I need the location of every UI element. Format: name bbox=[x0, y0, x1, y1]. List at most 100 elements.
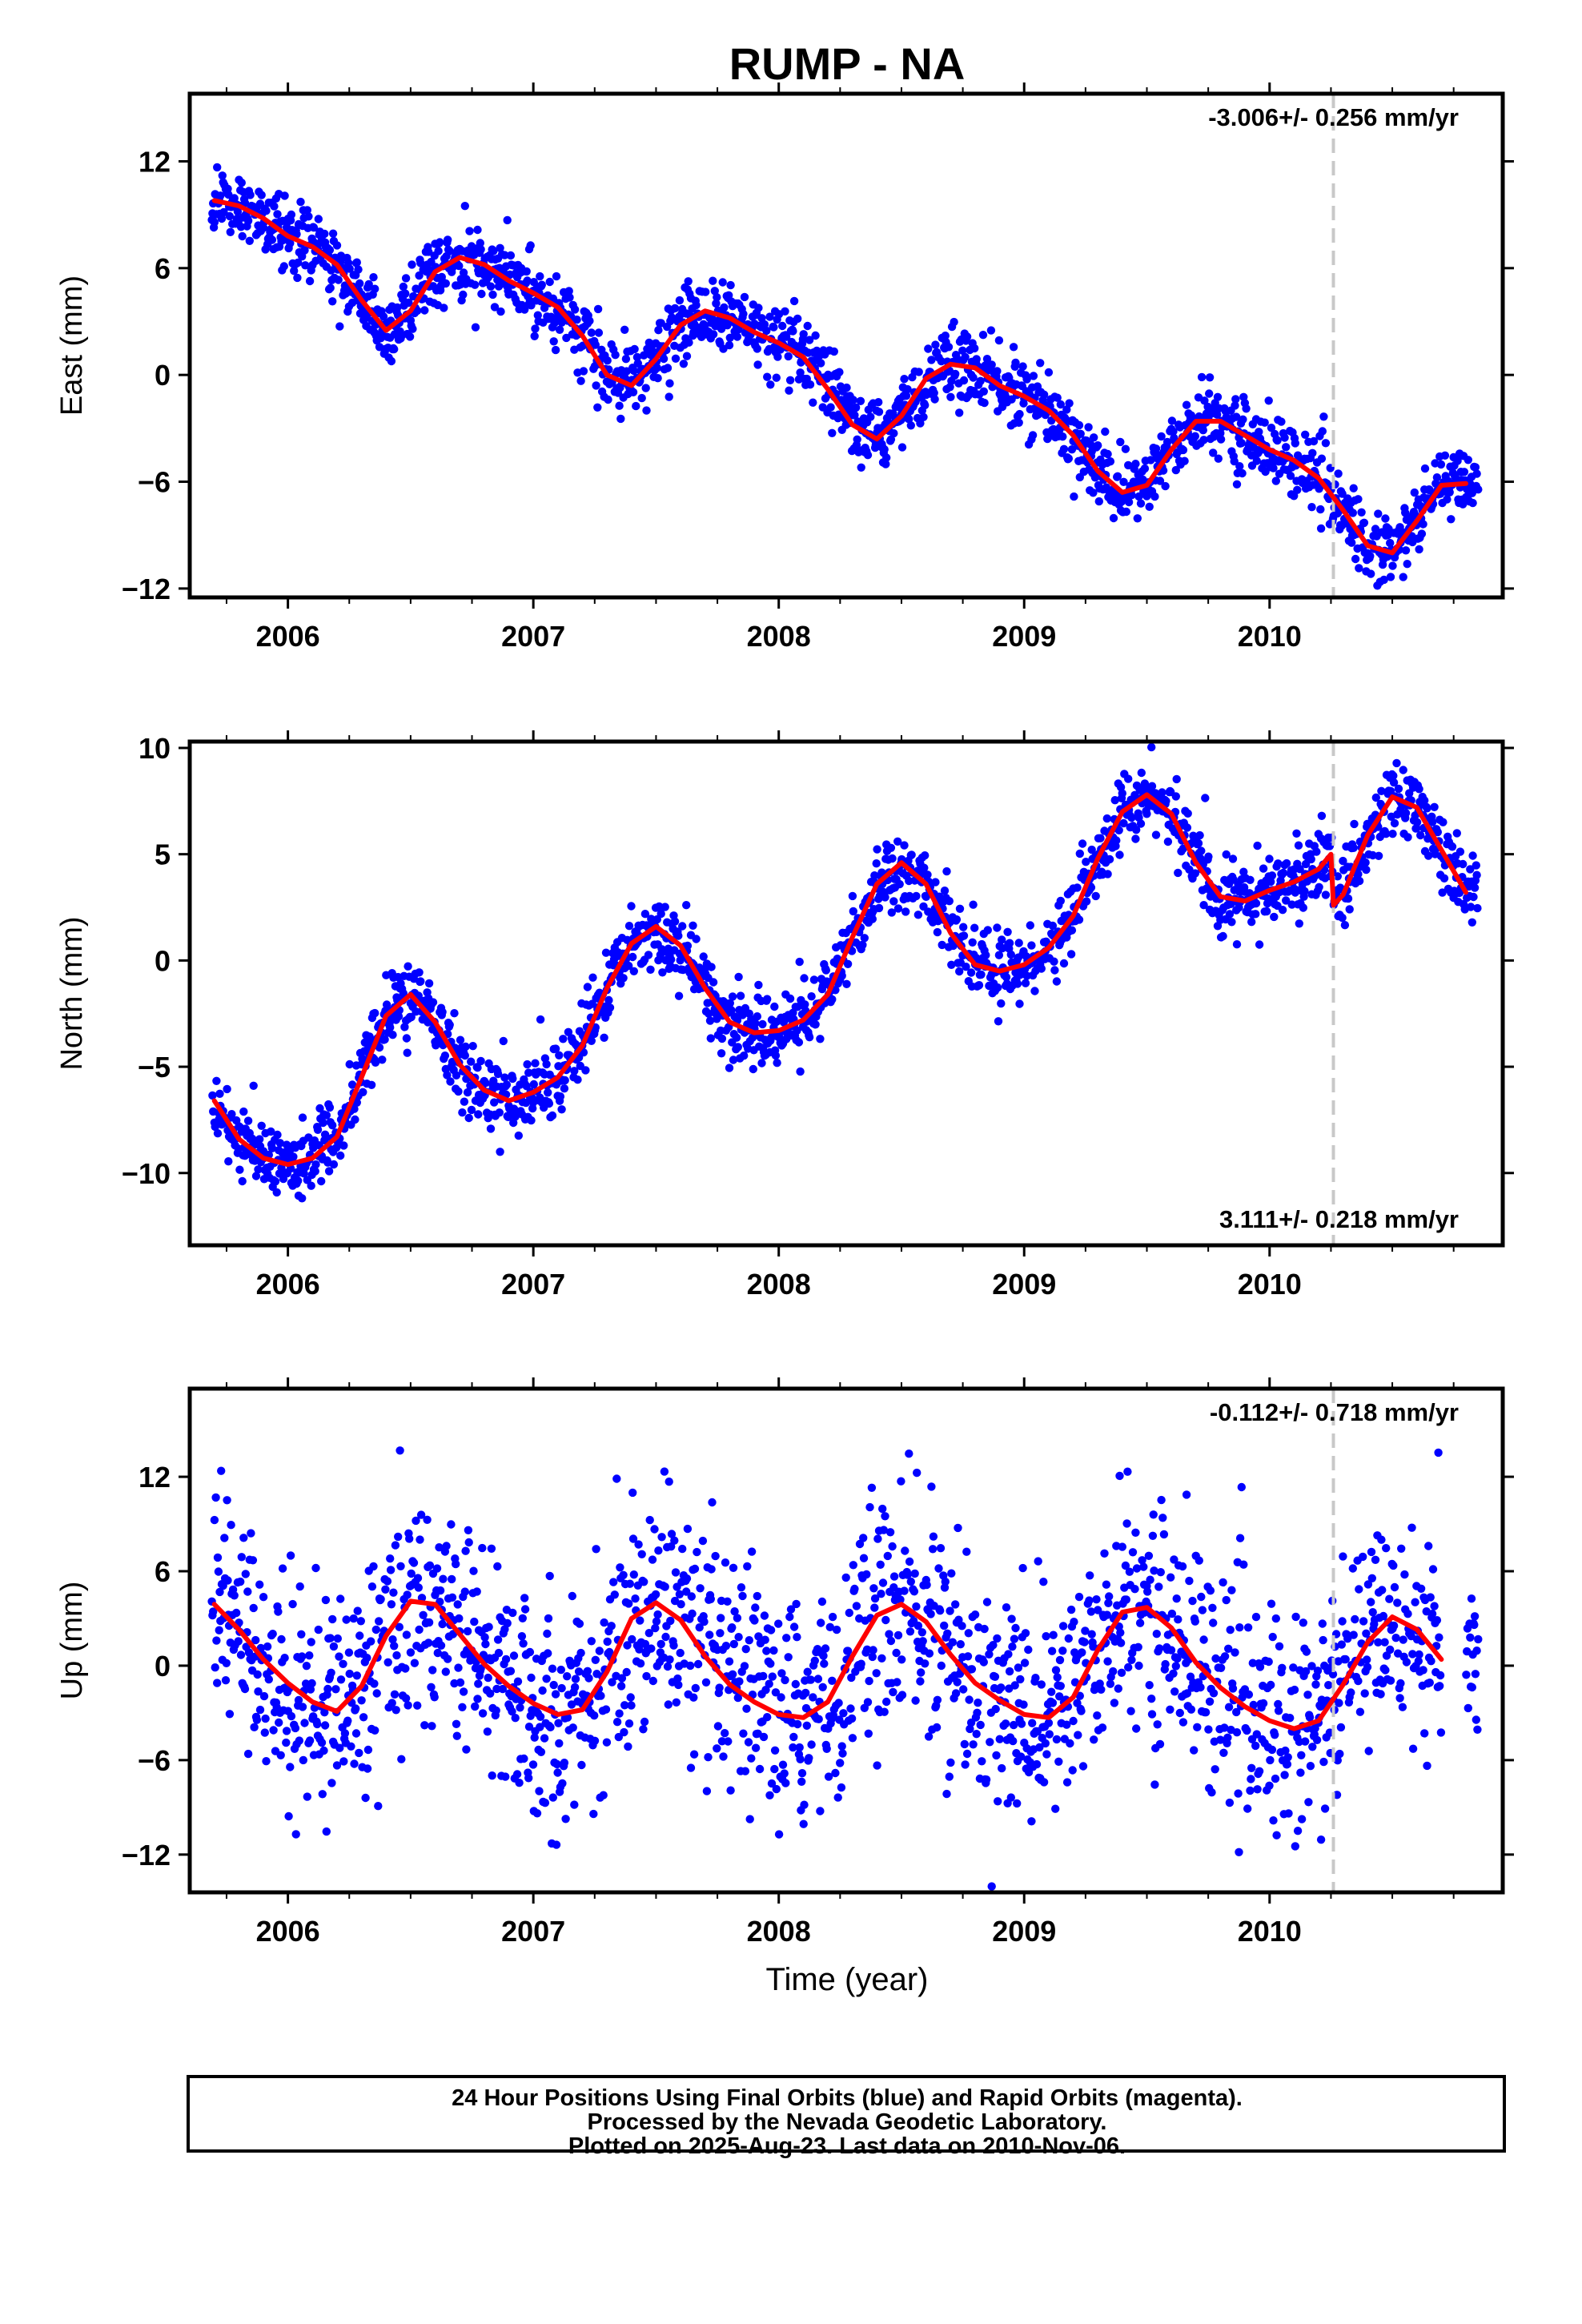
data-point bbox=[883, 1551, 893, 1561]
data-point bbox=[878, 1504, 887, 1514]
data-point bbox=[710, 287, 719, 296]
data-point bbox=[1219, 931, 1227, 941]
y-tick-label: −6 bbox=[138, 466, 171, 499]
data-point bbox=[1432, 473, 1442, 482]
data-point bbox=[1470, 883, 1480, 892]
data-point bbox=[526, 241, 535, 250]
data-point bbox=[508, 1608, 517, 1618]
data-point bbox=[1282, 896, 1291, 905]
data-point bbox=[484, 1673, 492, 1683]
data-point bbox=[667, 313, 677, 322]
data-point bbox=[583, 983, 592, 991]
data-point bbox=[665, 1655, 674, 1664]
data-point bbox=[251, 1635, 260, 1645]
data-point bbox=[1182, 823, 1192, 832]
data-point bbox=[757, 314, 766, 323]
data-point bbox=[359, 1713, 368, 1722]
data-point bbox=[372, 1689, 381, 1698]
data-point bbox=[1145, 502, 1154, 511]
data-point bbox=[759, 1732, 769, 1742]
data-point bbox=[768, 1672, 777, 1681]
data-point bbox=[900, 375, 909, 384]
data-point bbox=[942, 1789, 951, 1799]
data-point bbox=[1059, 444, 1069, 453]
data-point bbox=[1047, 1647, 1057, 1655]
data-point bbox=[816, 359, 825, 368]
data-point bbox=[552, 271, 561, 281]
data-point bbox=[1154, 1582, 1163, 1591]
data-point bbox=[660, 1467, 669, 1476]
data-point bbox=[739, 309, 748, 319]
data-point bbox=[250, 1723, 259, 1731]
data-point bbox=[335, 322, 344, 331]
data-point bbox=[1018, 1563, 1027, 1573]
data-point bbox=[413, 1701, 422, 1710]
data-point bbox=[1316, 524, 1326, 533]
data-point bbox=[1345, 905, 1354, 914]
data-point bbox=[792, 1599, 801, 1609]
data-point bbox=[600, 1618, 608, 1627]
data-point bbox=[456, 1678, 465, 1687]
data-point bbox=[619, 1570, 628, 1580]
data-point bbox=[394, 1012, 404, 1021]
data-point bbox=[1216, 435, 1226, 444]
data-point bbox=[994, 336, 1004, 345]
data-point bbox=[416, 259, 425, 267]
data-point bbox=[1255, 940, 1264, 949]
data-point bbox=[1199, 901, 1208, 910]
data-point bbox=[959, 1685, 968, 1694]
data-point bbox=[317, 1176, 326, 1186]
data-point bbox=[1062, 1778, 1072, 1787]
data-point bbox=[970, 344, 979, 353]
data-point bbox=[612, 1718, 622, 1727]
data-point bbox=[1042, 1750, 1051, 1759]
data-point bbox=[1102, 1580, 1111, 1589]
data-point bbox=[1152, 1630, 1162, 1638]
data-point bbox=[986, 326, 996, 335]
data-point bbox=[305, 276, 315, 286]
data-point bbox=[620, 1701, 629, 1710]
data-point bbox=[685, 338, 693, 347]
data-point bbox=[570, 305, 580, 314]
data-point bbox=[1238, 468, 1247, 478]
data-point bbox=[966, 1724, 974, 1734]
data-point bbox=[1044, 368, 1054, 377]
data-point bbox=[962, 332, 972, 341]
data-point bbox=[1350, 819, 1359, 829]
data-point bbox=[945, 1772, 954, 1781]
data-point bbox=[523, 1059, 532, 1069]
data-point bbox=[436, 1586, 445, 1595]
figure-title: RUMP - NA bbox=[729, 38, 966, 89]
data-point bbox=[1340, 921, 1350, 930]
data-point bbox=[1158, 1514, 1167, 1522]
data-point bbox=[273, 210, 282, 219]
data-point bbox=[630, 344, 639, 354]
data-point bbox=[1334, 469, 1343, 478]
data-point bbox=[511, 1112, 520, 1121]
data-point bbox=[959, 376, 969, 385]
data-point bbox=[292, 230, 301, 239]
data-point bbox=[371, 1058, 380, 1068]
data-point bbox=[872, 859, 881, 868]
data-point bbox=[324, 1167, 334, 1176]
data-point bbox=[896, 1595, 905, 1604]
data-point bbox=[379, 312, 388, 321]
data-point bbox=[1117, 1668, 1126, 1677]
data-point bbox=[785, 994, 795, 1003]
data-point bbox=[257, 191, 266, 199]
data-point bbox=[424, 979, 434, 988]
data-point bbox=[1053, 393, 1062, 402]
data-point bbox=[1279, 868, 1288, 878]
data-point bbox=[401, 1664, 410, 1673]
data-point bbox=[761, 1635, 769, 1644]
data-point bbox=[911, 1696, 920, 1705]
data-point bbox=[1135, 1618, 1145, 1627]
data-point bbox=[493, 1562, 502, 1571]
data-point bbox=[689, 921, 697, 931]
data-point bbox=[1098, 1723, 1107, 1732]
data-point bbox=[770, 1746, 780, 1755]
data-point bbox=[885, 1630, 893, 1638]
data-point bbox=[536, 1723, 544, 1731]
data-point bbox=[445, 1020, 454, 1030]
data-point bbox=[339, 1141, 348, 1150]
